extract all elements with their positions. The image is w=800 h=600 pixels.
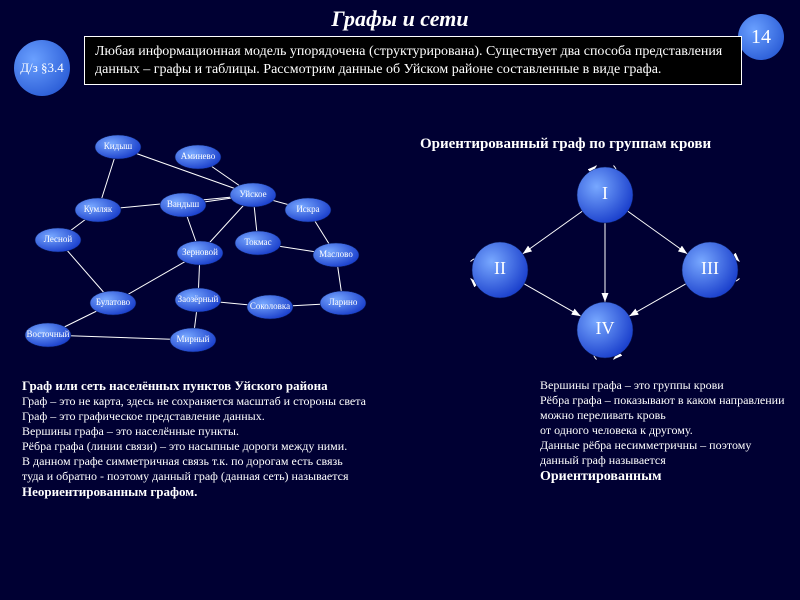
page-title: Графы и сети bbox=[0, 6, 800, 32]
svg-text:Зерновой: Зерновой bbox=[182, 247, 218, 257]
right-subtitle: Ориентированный граф по группам крови bbox=[420, 136, 790, 153]
svg-text:Мирный: Мирный bbox=[177, 334, 210, 344]
svg-text:IV: IV bbox=[596, 318, 615, 338]
blood-graph: IIIIIIIV bbox=[440, 160, 770, 360]
svg-text:I: I bbox=[602, 183, 608, 203]
svg-text:Уйское: Уйское bbox=[239, 189, 266, 199]
right-body: Вершины графа – это группы крови Рёбра г… bbox=[540, 378, 790, 468]
svg-text:Лесной: Лесной bbox=[44, 234, 73, 244]
intro-text: Любая информационная модель упорядочена … bbox=[84, 36, 742, 85]
svg-text:Восточный: Восточный bbox=[26, 329, 69, 339]
svg-text:Вандыш: Вандыш bbox=[167, 199, 199, 209]
svg-text:Искра: Искра bbox=[296, 204, 319, 214]
settlements-graph: Кидыш Аминево Кумляк Вандыш Уйское Искра Лесно… bbox=[8, 125, 408, 370]
svg-text:Заозёрный: Заозёрный bbox=[178, 294, 219, 304]
right-description: Вершины графа – это группы крови Рёбра г… bbox=[540, 378, 790, 486]
svg-text:III: III bbox=[701, 258, 719, 278]
svg-text:Кумляк: Кумляк bbox=[84, 204, 113, 214]
svg-text:Ларино: Ларино bbox=[329, 297, 358, 307]
svg-text:Кидыш: Кидыш bbox=[104, 141, 132, 151]
svg-text:Токмас: Токмас bbox=[244, 237, 271, 247]
page-number-badge: 14 bbox=[738, 14, 784, 60]
left-description: Граф или сеть населённых пунктов Уйского… bbox=[22, 378, 522, 501]
right-final: Ориентированным bbox=[540, 468, 790, 486]
homework-badge: Д/з §3.4 bbox=[14, 40, 70, 96]
svg-text:Булатово: Булатово bbox=[96, 297, 131, 307]
left-body: Граф – это не карта, здесь не сохраняетс… bbox=[22, 394, 522, 484]
svg-text:II: II bbox=[494, 258, 506, 278]
svg-text:Соколовка: Соколовка bbox=[250, 301, 290, 311]
svg-text:Аминево: Аминево bbox=[181, 151, 216, 161]
left-final: Неориентированным графом. bbox=[22, 484, 522, 500]
left-heading: Граф или сеть населённых пунктов Уйского… bbox=[22, 378, 522, 394]
svg-text:Маслово: Маслово bbox=[319, 249, 353, 259]
